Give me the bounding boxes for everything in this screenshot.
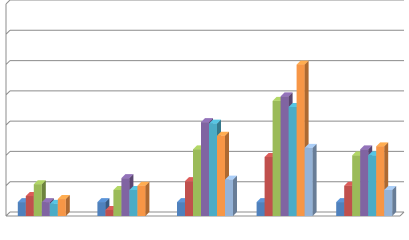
bar — [137, 181, 150, 216]
bar-face — [201, 122, 209, 216]
bar-face — [288, 106, 297, 216]
bar-face — [41, 202, 50, 216]
bar-face — [25, 196, 34, 216]
bar-face — [272, 100, 281, 216]
bar-face — [304, 143, 317, 148]
bar-face — [137, 185, 146, 216]
bar-face — [129, 189, 138, 216]
grid-line-side — [5, 90, 11, 96]
bar-face — [280, 96, 289, 216]
bar-face — [65, 195, 70, 216]
bar-face — [121, 174, 134, 179]
bar-face — [105, 209, 114, 216]
grid-line-side — [5, 0, 11, 5]
bar-face — [225, 175, 237, 180]
bar-face — [360, 145, 373, 150]
bar-face — [360, 149, 369, 216]
grid-line-side — [5, 60, 11, 65]
bar-face — [33, 180, 46, 185]
grid-line-side — [5, 211, 11, 217]
bar-face — [177, 202, 185, 216]
bar-face — [384, 185, 397, 190]
bar-face — [57, 195, 70, 200]
bar-face — [185, 181, 193, 216]
bar — [304, 143, 317, 216]
bar-face — [49, 203, 58, 216]
bar-face — [233, 175, 237, 216]
bar-face — [312, 143, 317, 216]
bar-face — [256, 202, 265, 216]
page: {"chart_data": {"type": "bar3d", "catego… — [5, 0, 405, 217]
bar-face — [97, 198, 110, 203]
bar-face — [41, 198, 54, 203]
bar-face — [225, 179, 233, 216]
grid-line-side — [5, 120, 11, 126]
bar-face — [209, 119, 221, 124]
bar-face — [384, 189, 393, 216]
bar-face — [368, 155, 377, 216]
bar-face — [121, 178, 130, 216]
bar-face — [392, 185, 397, 216]
bar-face — [352, 155, 361, 216]
bar-face — [376, 146, 385, 216]
bar-face — [376, 142, 389, 147]
bar-face — [201, 118, 213, 123]
bar-face — [193, 149, 201, 216]
bar-face — [280, 92, 293, 97]
grid-line-side — [5, 29, 11, 35]
bar-face — [33, 184, 42, 216]
bar-face — [304, 147, 313, 216]
bar — [225, 175, 237, 216]
grid-line-side — [5, 151, 11, 156]
bar-face — [97, 202, 106, 216]
bar-face — [296, 60, 309, 65]
bar-face — [209, 123, 217, 216]
bar-face — [217, 131, 229, 136]
bar-face — [264, 156, 273, 216]
bar-face — [217, 135, 225, 216]
bar-face — [145, 181, 150, 216]
bar — [384, 185, 397, 216]
bar-face — [113, 189, 122, 216]
bar-face — [137, 181, 150, 186]
bar-face — [344, 185, 353, 216]
bar-face — [57, 199, 66, 216]
chart — [5, 0, 405, 217]
bar-face — [336, 202, 345, 216]
bar — [57, 195, 70, 216]
bar-face — [17, 202, 26, 216]
bar-face — [296, 64, 305, 216]
floor-right — [399, 211, 405, 217]
grid-line-side — [5, 181, 11, 187]
